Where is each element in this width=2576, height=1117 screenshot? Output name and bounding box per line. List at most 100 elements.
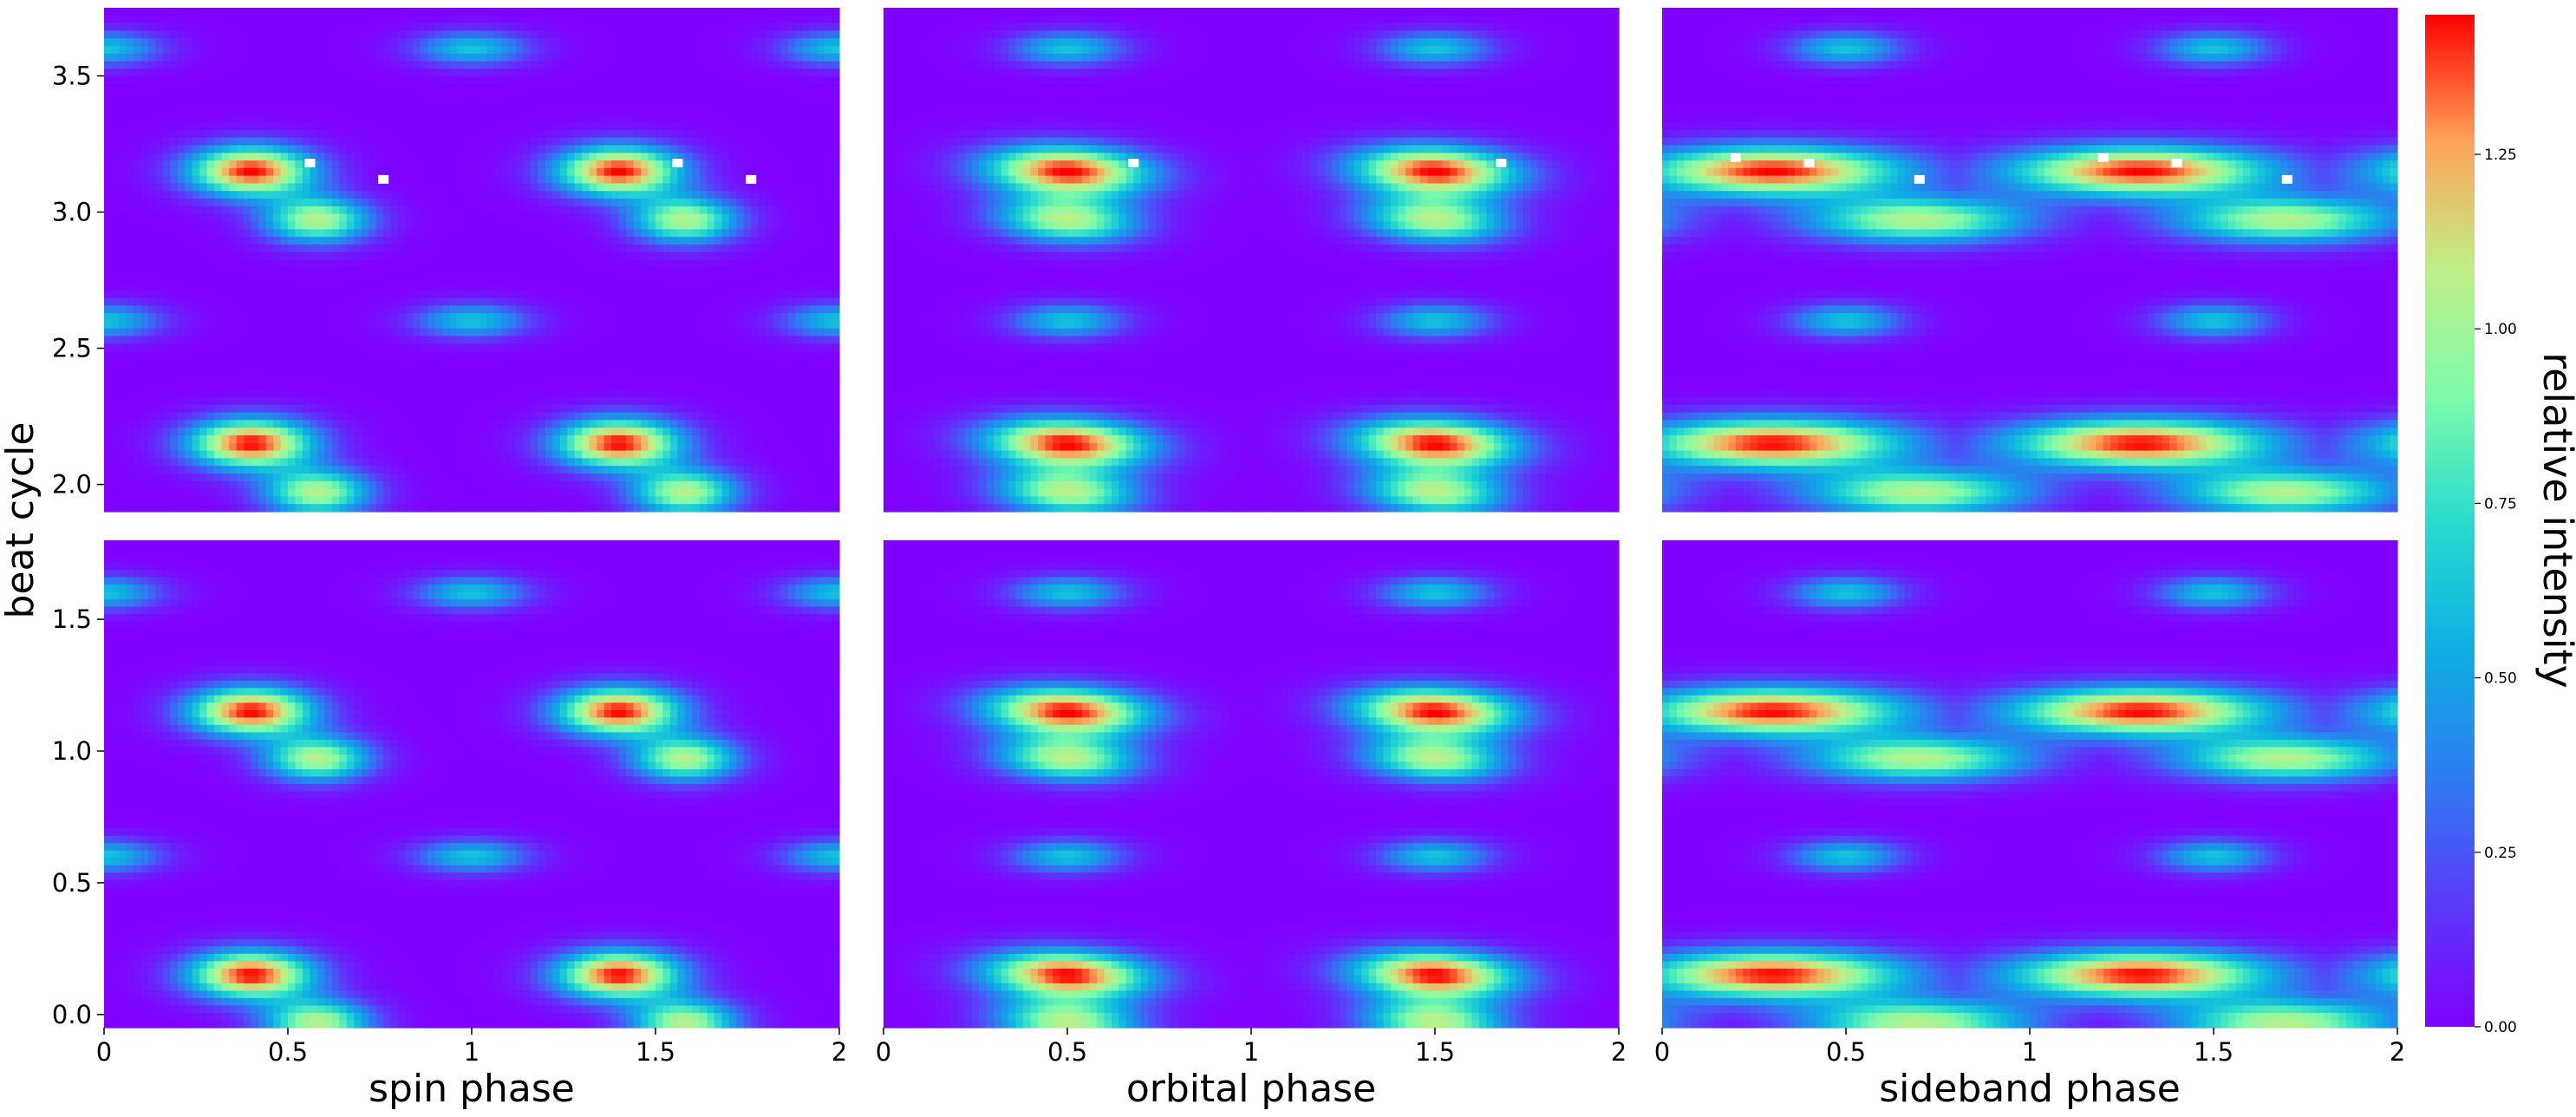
heatmap-cell — [111, 30, 119, 38]
heatmap-cell — [192, 100, 200, 108]
heatmap-cell — [523, 122, 531, 130]
heatmap-cell — [751, 321, 759, 329]
heatmap-cell — [626, 321, 634, 329]
heatmap-cell — [362, 100, 369, 108]
heatmap-cell — [552, 283, 560, 291]
heatmap-cell — [192, 237, 200, 245]
heatmap-cell — [383, 76, 391, 84]
heatmap-cell — [788, 221, 796, 229]
heatmap-cell — [597, 122, 604, 130]
heatmap-cell — [649, 237, 656, 245]
heatmap-cell — [229, 305, 237, 313]
heatmap-cell — [486, 168, 494, 176]
heatmap-cell — [324, 245, 332, 252]
heatmap-cell — [339, 329, 347, 336]
heatmap-cell — [662, 191, 670, 199]
heatmap-cell — [237, 245, 245, 252]
heatmap-cell — [244, 229, 251, 237]
heatmap-cell — [590, 54, 597, 62]
heatmap-cell — [347, 138, 355, 146]
heatmap-cell — [597, 237, 604, 245]
heatmap-cell — [406, 153, 414, 160]
heatmap-cell — [317, 92, 325, 100]
heatmap-cell — [766, 206, 773, 214]
heatmap-cell — [700, 221, 708, 229]
heatmap-cell — [567, 199, 575, 206]
heatmap-cell — [472, 38, 479, 46]
heatmap-cell — [590, 221, 597, 229]
heatmap-cell — [486, 214, 494, 222]
heatmap-cell — [773, 138, 781, 146]
heatmap-cell — [398, 138, 406, 146]
heatmap-cell — [295, 16, 303, 23]
heatmap-cell — [545, 245, 553, 252]
heatmap-cell — [266, 76, 274, 84]
heatmap-cell — [759, 30, 766, 38]
heatmap-cell — [670, 8, 678, 16]
heatmap-cell — [766, 107, 773, 114]
heatmap-cell — [406, 321, 414, 329]
heatmap-cell — [258, 114, 266, 122]
heatmap-cell — [729, 76, 737, 84]
heatmap-cell — [655, 321, 663, 329]
heatmap-cell — [237, 206, 245, 214]
heatmap-cell — [825, 138, 832, 146]
heatmap-cell — [258, 291, 266, 298]
heatmap-cell — [662, 298, 670, 306]
heatmap-cell — [619, 221, 627, 229]
heatmap-cell — [140, 321, 148, 329]
heatmap-cell — [126, 46, 134, 54]
heatmap-cell — [773, 199, 781, 206]
heatmap-cell — [692, 313, 700, 321]
heatmap-cell — [362, 145, 369, 153]
heatmap-cell — [590, 168, 597, 176]
heatmap-cell — [523, 199, 531, 206]
heatmap-cell — [244, 30, 251, 38]
heatmap-cell — [450, 8, 458, 16]
heatmap-cell — [442, 16, 450, 23]
heatmap-cell — [590, 23, 597, 31]
heatmap-cell — [214, 245, 222, 252]
heatmap-cell — [780, 122, 788, 130]
heatmap-cell — [244, 221, 251, 229]
heatmap-cell — [538, 176, 545, 184]
heatmap-cell — [479, 252, 486, 260]
heatmap-cell — [199, 8, 207, 16]
heatmap-cell — [111, 122, 119, 130]
heatmap-cell — [368, 114, 376, 122]
heatmap-cell — [111, 23, 119, 31]
heatmap-cell — [751, 84, 759, 92]
heatmap-cell — [825, 76, 832, 84]
heatmap-cell — [413, 62, 421, 69]
heatmap-cell — [435, 221, 443, 229]
heatmap-cell — [347, 145, 355, 153]
heatmap-cell — [677, 8, 685, 16]
heatmap-cell — [531, 16, 538, 23]
heatmap-cell — [736, 114, 744, 122]
heatmap-cell — [140, 8, 148, 16]
heatmap-cell — [803, 100, 811, 108]
heatmap-cell — [317, 84, 325, 92]
heatmap-cell — [119, 122, 127, 130]
heatmap-cell — [486, 245, 494, 252]
heatmap-cell — [803, 321, 811, 329]
heatmap-cell — [421, 92, 428, 100]
heatmap-cell — [788, 229, 796, 237]
heatmap-cell — [516, 107, 524, 114]
heatmap-cell — [552, 54, 560, 62]
heatmap-cell — [472, 221, 479, 229]
heatmap-cell — [641, 30, 649, 38]
heatmap-cell — [199, 214, 207, 222]
heatmap-cell — [450, 114, 458, 122]
heatmap-cell — [626, 54, 634, 62]
heatmap-cell — [391, 267, 399, 275]
heatmap-cell — [685, 245, 693, 252]
heatmap-cell — [185, 260, 192, 268]
heatmap-cell — [273, 183, 281, 191]
heatmap-cell — [523, 160, 531, 168]
heatmap-cell — [376, 153, 384, 160]
heatmap-cell — [795, 229, 803, 237]
heatmap-cell — [442, 130, 450, 138]
heatmap-cell — [111, 305, 119, 313]
heatmap-cell — [413, 275, 421, 283]
